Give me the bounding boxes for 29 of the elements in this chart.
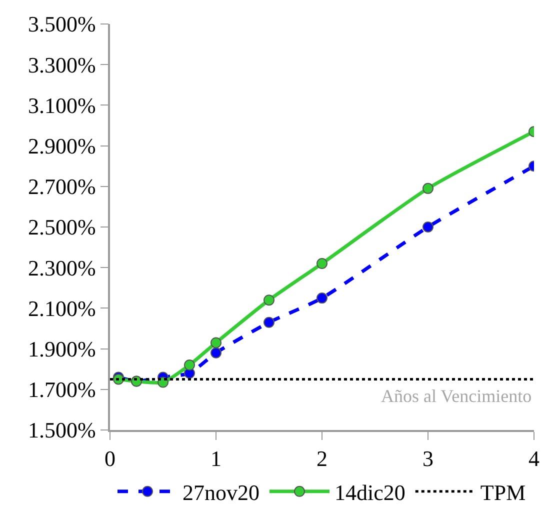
y-tick-label: 2.900% (28, 134, 96, 158)
x-tick-label: 0 (104, 446, 116, 472)
point (422, 182, 434, 194)
x-tick-label: 2 (316, 446, 328, 472)
y-tick-label: 1.500% (28, 418, 96, 443)
y-tick-label: 3.300% (28, 52, 96, 78)
x-tick-label: 1 (210, 446, 222, 472)
point (264, 316, 274, 328)
point (264, 294, 274, 306)
y-tick-label: 1.900% (28, 336, 96, 362)
x-tick-label: 4 (528, 446, 540, 472)
y-tick-label: 3.500% (28, 12, 96, 37)
y-tick-label: 3.100% (28, 92, 96, 118)
point (316, 292, 328, 304)
legend-label: TPM (480, 480, 526, 505)
point (210, 347, 222, 358)
y-tick-label: 2.700% (28, 174, 96, 200)
point (422, 222, 434, 232)
point (210, 337, 222, 348)
y-tick-label: 2.500% (28, 214, 96, 240)
point (184, 360, 195, 371)
point (316, 258, 328, 270)
legend-label: 27nov20 (182, 480, 260, 505)
x-axis-title: Años al Vencimiento (381, 386, 532, 406)
y-tick-label: 1.700% (28, 377, 96, 402)
y-tick-label: 2.300% (28, 255, 96, 280)
x-tick-label: 3 (422, 446, 434, 472)
legend-label: 14dic20 (334, 480, 406, 505)
y-tick-label: 2.100% (28, 296, 96, 321)
